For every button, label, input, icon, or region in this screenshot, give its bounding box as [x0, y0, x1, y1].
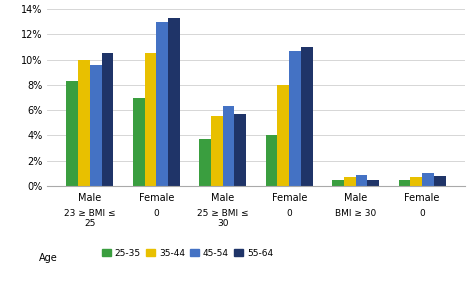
Bar	[90, 64, 101, 186]
Bar	[410, 177, 422, 186]
Bar	[367, 180, 379, 186]
Bar	[399, 180, 410, 186]
Bar	[168, 18, 180, 186]
Legend: 25-35, 35-44, 45-54, 55-64: 25-35, 35-44, 45-54, 55-64	[102, 249, 273, 258]
Bar	[422, 173, 434, 186]
Text: Female: Female	[138, 193, 174, 203]
Bar	[266, 135, 277, 186]
Text: Male: Male	[78, 193, 101, 203]
Bar	[199, 139, 211, 186]
Bar	[211, 116, 223, 186]
Text: BMI ≥ 30: BMI ≥ 30	[335, 209, 376, 218]
Bar	[156, 22, 168, 186]
Bar	[289, 51, 301, 186]
Bar	[101, 53, 113, 186]
Bar	[235, 114, 246, 186]
Text: Male: Male	[344, 193, 367, 203]
Text: 0: 0	[419, 209, 425, 218]
Text: Age: Age	[39, 253, 58, 263]
Text: Male: Male	[211, 193, 234, 203]
Bar	[145, 53, 156, 186]
Bar	[223, 106, 235, 186]
Bar	[133, 98, 145, 186]
Text: 25 ≥ BMI ≤
30: 25 ≥ BMI ≤ 30	[197, 209, 248, 228]
Bar	[78, 60, 90, 186]
Text: 0: 0	[154, 209, 159, 218]
Bar	[332, 180, 344, 186]
Text: 23 ≥ BMI ≤
25: 23 ≥ BMI ≤ 25	[64, 209, 116, 228]
Bar	[344, 177, 356, 186]
Text: Female: Female	[404, 193, 440, 203]
Bar	[434, 176, 446, 186]
Text: Female: Female	[272, 193, 307, 203]
Bar	[356, 175, 367, 186]
Bar	[301, 47, 313, 186]
Bar	[277, 85, 289, 186]
Text: 0: 0	[286, 209, 292, 218]
Bar	[66, 81, 78, 186]
